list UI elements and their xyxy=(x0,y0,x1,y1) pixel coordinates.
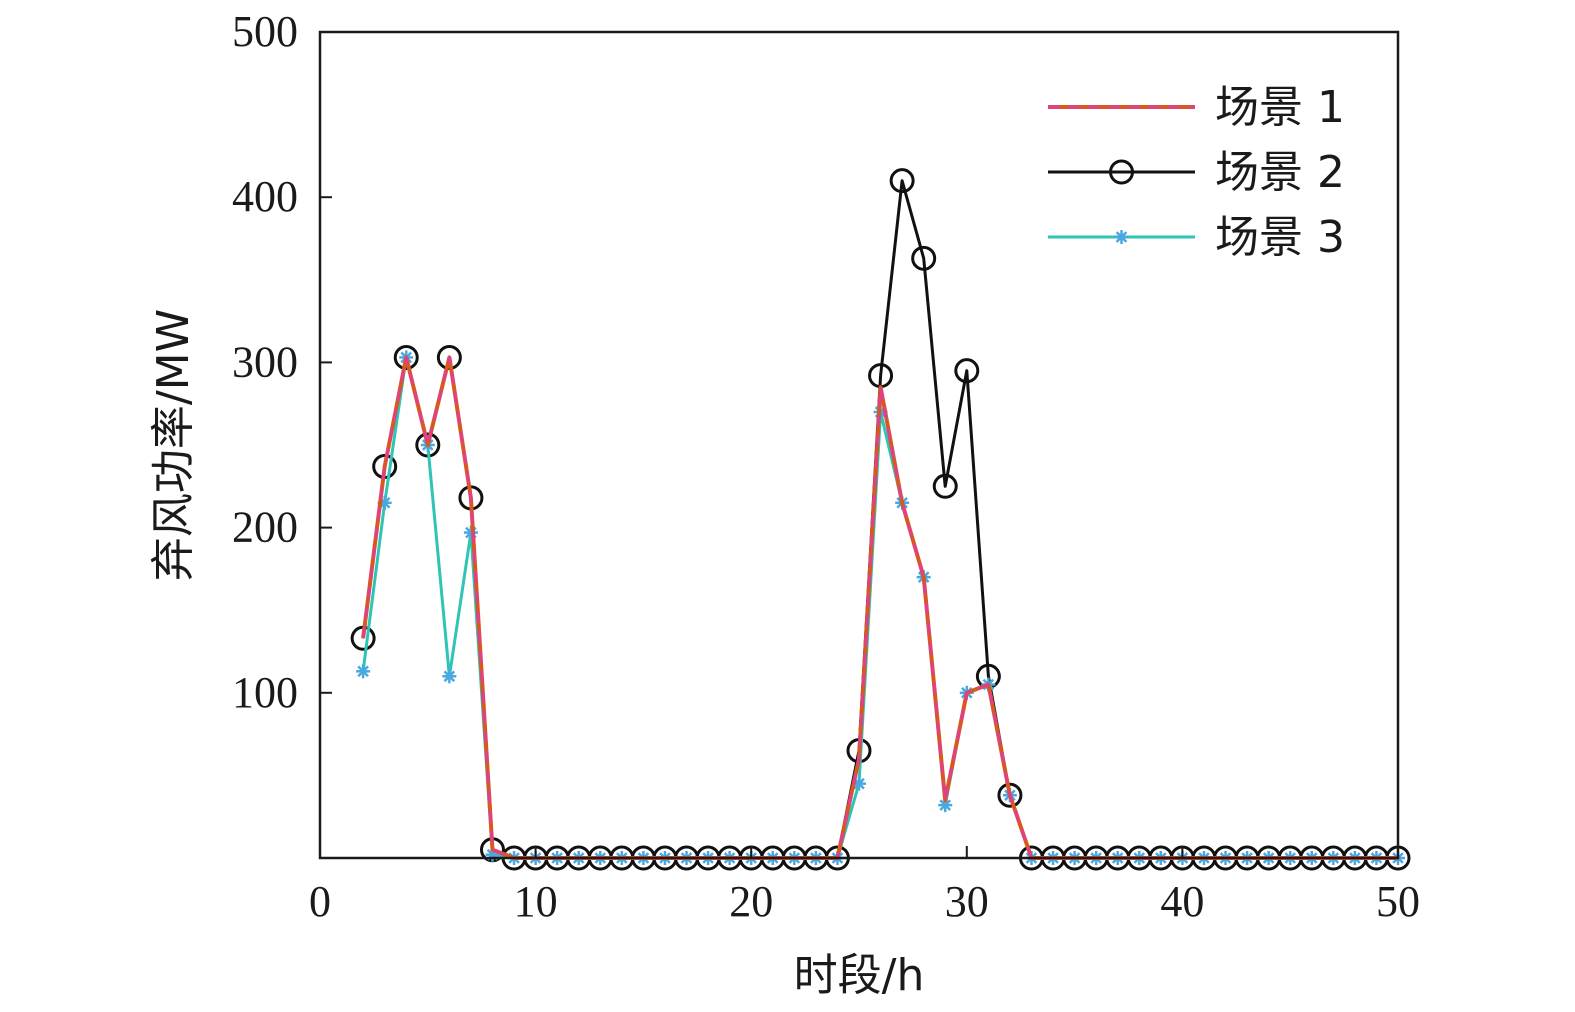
legend-label: 场景 2 xyxy=(1215,147,1345,198)
x-tick-label: 50 xyxy=(1376,877,1420,926)
y-tick-label: 400 xyxy=(232,172,298,221)
data-point xyxy=(911,245,937,271)
x-tick-label: 40 xyxy=(1160,877,1204,926)
legend-item-1: 场景 1 xyxy=(1048,82,1345,133)
x-tick-label: 0 xyxy=(309,877,331,926)
data-point xyxy=(997,782,1023,808)
series-3 xyxy=(356,350,1405,865)
legend-label: 场景 1 xyxy=(1215,82,1345,133)
x-axis-title: 时段/h xyxy=(794,950,925,1001)
legend: 场景 1 场景 2 场景 3 xyxy=(1048,82,1345,263)
y-tick-label: 500 xyxy=(232,7,298,56)
data-point xyxy=(356,664,371,679)
data-point xyxy=(442,669,457,684)
series-2 xyxy=(350,168,1411,871)
y-axis-title: 弃风功率/MW xyxy=(148,309,199,581)
series-line xyxy=(361,355,1398,860)
ticks-layer: 0 10 20 30 40 50 100 200 300 400 500 xyxy=(232,7,1420,926)
y-tick-label: 300 xyxy=(232,337,298,386)
series-line xyxy=(361,179,1398,860)
data-point xyxy=(932,473,958,499)
series-layer xyxy=(350,168,1411,871)
data-point xyxy=(954,358,980,384)
x-tick-label: 20 xyxy=(729,877,773,926)
legend-item-3: 场景 3 xyxy=(1048,212,1345,263)
legend-label: 场景 3 xyxy=(1215,212,1345,263)
x-tick-label: 30 xyxy=(945,877,989,926)
legend-item-2: 场景 2 xyxy=(1048,147,1345,198)
data-point xyxy=(1114,230,1129,244)
x-tick-label: 10 xyxy=(514,877,558,926)
y-tick-label: 100 xyxy=(232,668,298,717)
data-point xyxy=(393,344,419,370)
data-point xyxy=(1109,159,1134,185)
plot-frame xyxy=(318,30,1400,860)
y-tick-label: 200 xyxy=(232,503,298,552)
data-point xyxy=(889,168,915,194)
